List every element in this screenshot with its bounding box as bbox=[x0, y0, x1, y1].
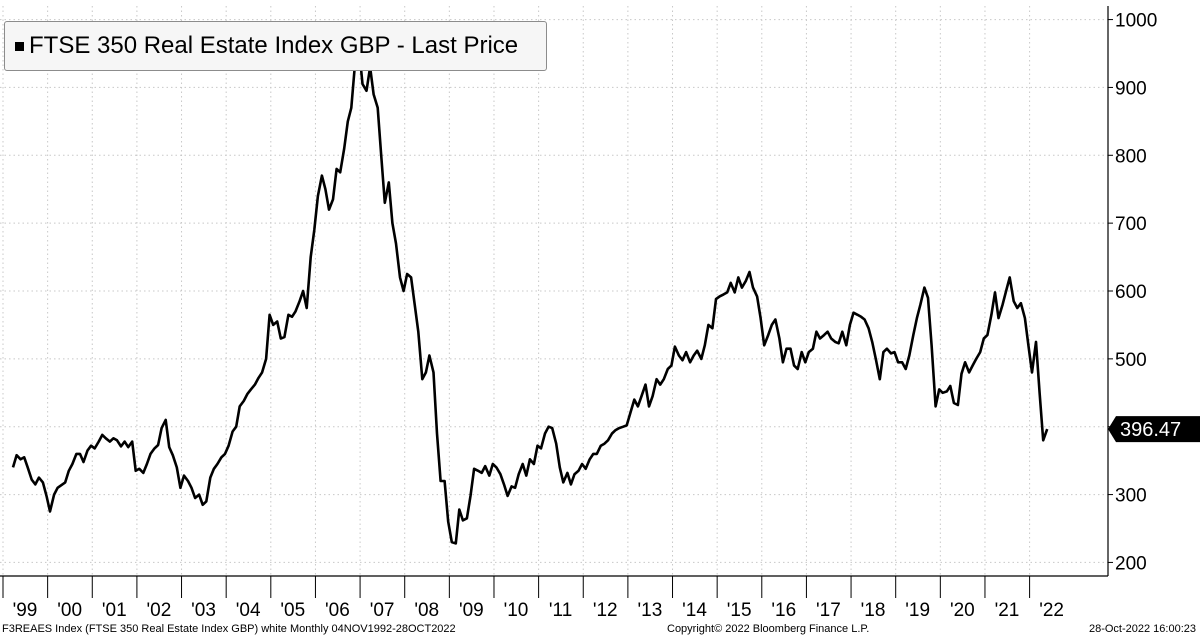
x-tick-label: '12 bbox=[593, 600, 618, 621]
x-axis-ticks: '99 '00 '01 '02 '03 '04 '05 '06 '07 '08 '09 '10 '11 '… bbox=[2, 576, 1064, 621]
x-tick-label: '07 bbox=[370, 600, 395, 621]
last-price-badge: 396.47 bbox=[1108, 416, 1200, 443]
x-tick-label: '01 bbox=[102, 600, 127, 621]
legend-label: FTSE 350 Real Estate Index GBP - Last Pr… bbox=[29, 32, 519, 59]
x-tick-label: '10 bbox=[504, 600, 529, 621]
x-tick-label: '05 bbox=[280, 600, 305, 621]
footer-copyright: Copyright© 2022 Bloomberg Finance L.P. bbox=[667, 623, 870, 635]
footer-source: F3REAES Index (FTSE 350 Real Estate Inde… bbox=[2, 623, 456, 635]
x-tick-label: '00 bbox=[57, 600, 82, 621]
x-tick-label: '14 bbox=[682, 600, 707, 621]
x-tick-label: '16 bbox=[771, 600, 796, 621]
y-tick-label: 700 bbox=[1115, 214, 1147, 235]
x-tick-label: '18 bbox=[861, 600, 886, 621]
x-tick-label: '15 bbox=[727, 600, 752, 621]
y-tick-label: 300 bbox=[1115, 486, 1147, 507]
x-tick-label: '09 bbox=[459, 600, 484, 621]
footer: F3REAES Index (FTSE 350 Real Estate Inde… bbox=[0, 621, 1200, 637]
x-tick-label: '11 bbox=[549, 600, 572, 621]
x-tick-label: '99 bbox=[13, 600, 38, 621]
x-tick-label: '20 bbox=[950, 600, 975, 621]
x-tick-label: '04 bbox=[236, 600, 261, 621]
x-tick-label: '21 bbox=[995, 600, 1020, 621]
x-tick-label: '06 bbox=[325, 600, 350, 621]
y-axis-ticks: 200 300 500 600 700 800 900 1000 bbox=[1108, 11, 1157, 574]
x-tick-label: '13 bbox=[638, 600, 663, 621]
x-tick-label: '22 bbox=[1039, 600, 1064, 621]
gridlines bbox=[0, 6, 1108, 576]
x-tick-label: '17 bbox=[816, 600, 841, 621]
y-tick-label: 900 bbox=[1115, 78, 1147, 99]
y-tick-label: 800 bbox=[1115, 146, 1147, 167]
last-price-label: 396.47 bbox=[1120, 419, 1181, 441]
y-tick-label: 1000 bbox=[1115, 11, 1157, 32]
y-tick-label: 600 bbox=[1115, 282, 1147, 303]
footer-timestamp: 28-Oct-2022 16:00:23 bbox=[1088, 623, 1196, 635]
series-line-ftse350-real-estate bbox=[11, 45, 1049, 545]
legend: FTSE 350 Real Estate Index GBP - Last Pr… bbox=[4, 21, 547, 71]
x-tick-label: '08 bbox=[414, 600, 439, 621]
legend-swatch bbox=[15, 41, 24, 51]
x-tick-label: '19 bbox=[905, 600, 930, 621]
y-tick-label: 500 bbox=[1115, 350, 1147, 371]
y-tick-label: 200 bbox=[1115, 553, 1147, 574]
x-tick-label: '02 bbox=[147, 600, 172, 621]
last-price-badge-shape bbox=[1108, 416, 1200, 443]
x-tick-label: '03 bbox=[191, 600, 216, 621]
